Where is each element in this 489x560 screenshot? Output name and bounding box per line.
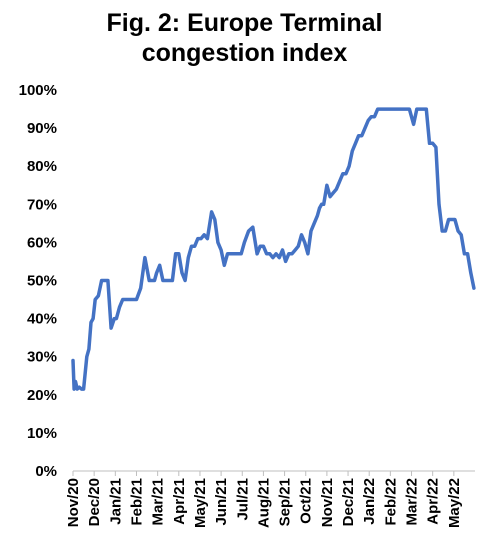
- y-tick-label: 0%: [35, 463, 57, 480]
- y-tick-label: 90%: [27, 120, 57, 137]
- x-tick-label: Jul/21: [234, 478, 251, 521]
- x-tick-label: Jun/21: [213, 478, 230, 526]
- y-axis-ticks: 0% 10% 20% 30% 40% 50% 60% 70% 80% 90% 100%: [19, 82, 57, 480]
- x-tick-label: May/22: [446, 478, 463, 528]
- y-tick-label: 40%: [27, 311, 57, 328]
- x-tick-label: Nov/20: [65, 478, 82, 527]
- y-tick-label: 50%: [27, 273, 57, 290]
- y-tick-label: 70%: [27, 196, 57, 213]
- x-tick-label: Oct/21: [298, 478, 315, 524]
- x-tick-label: Nov/21: [319, 478, 336, 527]
- x-tick-label: Feb/22: [382, 478, 399, 526]
- y-tick-label: 60%: [27, 234, 57, 251]
- x-tick-label: Dec/21: [340, 478, 357, 526]
- y-tick-label: 100%: [19, 82, 57, 99]
- y-tick-label: 30%: [27, 349, 57, 366]
- chart-title: Fig. 2: Europe Terminal congestion index: [0, 8, 489, 68]
- x-tick-label: May/21: [192, 478, 209, 528]
- x-tick-label: Feb/21: [128, 478, 145, 526]
- x-tick-label: Apr/22: [425, 478, 442, 525]
- x-tick-label: Jan/22: [361, 478, 378, 525]
- x-axis-ticks: Nov/20 Dec/20 Jan/21 Feb/21 Mar/21 Apr/21 May/…: [65, 471, 463, 528]
- x-tick-label: Jan/21: [107, 478, 124, 525]
- series-line: [71, 107, 476, 391]
- x-tick-label: Aug/21: [255, 478, 272, 528]
- x-tick-label: Mar/22: [404, 478, 421, 526]
- x-tick-label: Sep/21: [277, 478, 294, 526]
- chart-title-line-1: Fig. 2: Europe Terminal: [106, 9, 383, 37]
- x-tick-label: Dec/20: [86, 478, 103, 526]
- y-tick-label: 20%: [27, 387, 57, 404]
- y-tick-label: 80%: [27, 158, 57, 175]
- y-tick-label: 10%: [27, 425, 57, 442]
- x-tick-label: Apr/21: [171, 478, 188, 525]
- chart-title-line-2: congestion index: [141, 39, 348, 67]
- x-tick-label: Mar/21: [150, 478, 167, 526]
